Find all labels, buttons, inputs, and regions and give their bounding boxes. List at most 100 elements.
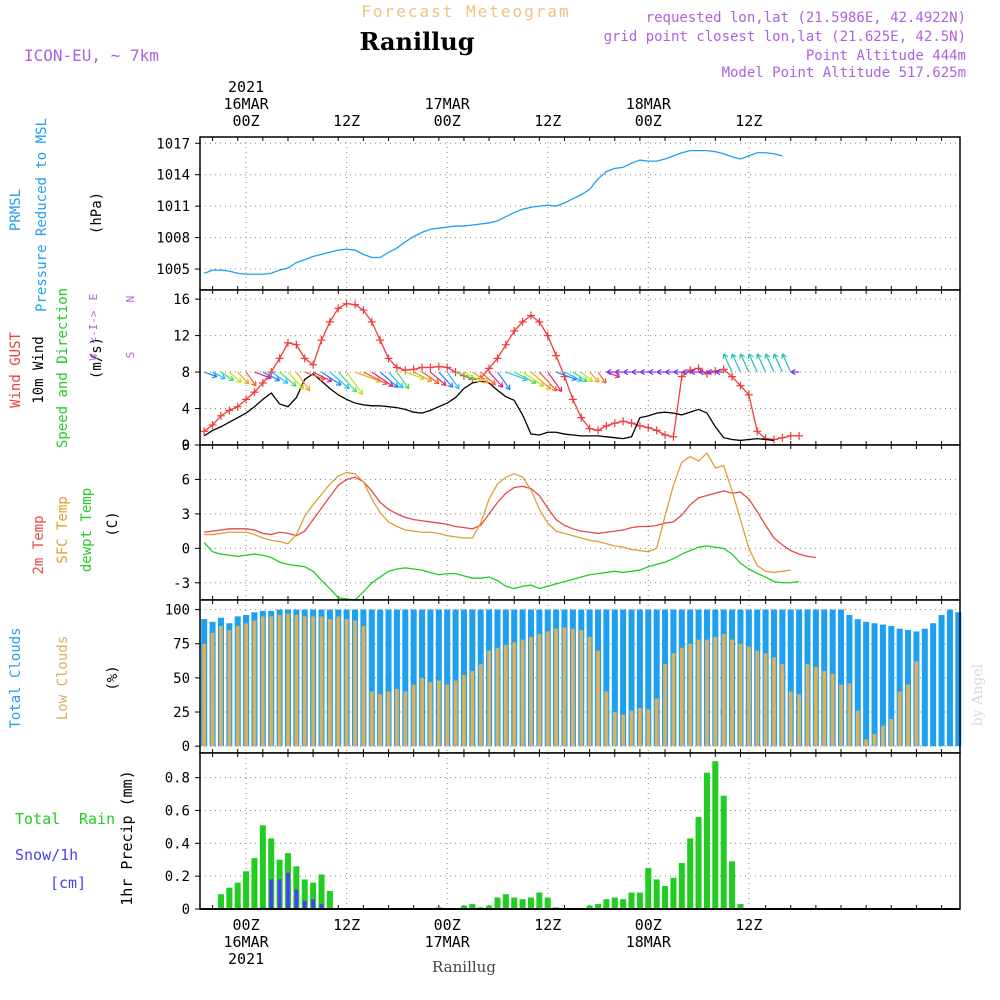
gust-marker [317,336,326,345]
wind-arrow-head [665,368,671,376]
bar-total-rain [720,795,727,909]
bar-total-rain [620,899,627,909]
info-line-3: Point Altitude 444m [806,48,966,64]
wind-arrow [455,371,475,380]
wind-arrow-head [357,389,364,395]
bar-total-clouds [368,609,375,747]
gust-marker [401,366,410,375]
wind-arrow-head [251,380,257,387]
bar-low-clouds [587,636,592,747]
wind-arrow-head [623,368,629,376]
bar-low-clouds [612,712,617,747]
bar-low-clouds [654,698,659,747]
wind-arrow-head [497,382,504,388]
bar-low-clouds [470,671,475,747]
gust-marker [543,331,552,340]
bar-total-clouds [888,625,895,747]
bar-low-clouds [503,645,508,747]
wind-arrow [480,371,496,386]
wind-arrow [446,371,460,390]
credit-label: by Angel [970,663,986,726]
gust-marker [510,327,519,336]
y-tick-label: 100 [165,603,190,619]
panel-clouds: 0 25 50 75 100 [165,599,962,755]
y-tick-label: 1017 [156,136,190,152]
panel-frame [199,752,961,910]
label-pressure-msl: Pressure Reduced to MSL [34,118,50,312]
wind-arrow-head [545,384,552,390]
bar-total-rain [628,892,635,909]
bar-total-clouds [435,609,442,747]
top-time-label: 00Z [635,112,662,130]
wind-arrow-head [236,377,242,383]
bar-total-clouds [653,609,660,747]
wind-arrow [522,371,545,387]
gust-marker [359,306,368,315]
wind-arrow-head [220,373,226,380]
wind-arrow-head [715,368,721,376]
wind-arrow-head [298,384,305,390]
series-line-dewpt-temp [203,542,800,601]
y-tick-label: 0.8 [165,771,190,787]
top-time-label: 12Z [735,112,762,130]
gust-marker [292,340,301,349]
bottom-time-label: 00Z [233,916,260,934]
wind-arrow [513,371,537,384]
title-forecast-meteogram: Forecast Meteogram [361,2,570,21]
bar-low-clouds [596,650,600,747]
wind-arrow [363,371,388,385]
bar-snow-1h [286,872,290,909]
bottom-time-label: 17MAR [425,933,471,951]
wind-arrow [321,371,342,386]
y-tick-label: 0 [182,541,190,557]
bar-total-clouds [955,612,962,747]
label-wind-unit: (m/s) [89,337,105,379]
label-dewpt-temp: dewpt Temp [79,488,95,572]
bar-total-clouds [946,609,953,747]
bar-low-clouds [721,634,726,747]
bar-total-rain [712,761,719,909]
bar-low-clouds [570,628,575,747]
wind-arrow [346,371,364,395]
gust-marker [242,395,251,404]
wind-arrow-head [505,384,511,391]
wind-arrow-head [336,380,342,386]
bar-total-clouds [393,609,400,747]
gust-marker [351,300,360,309]
wind-arrow [564,371,583,382]
wind-arrow-head [601,378,607,384]
wind-arrow [765,353,775,373]
gust-marker [694,364,703,373]
bar-total-clouds [452,609,459,747]
wind-arrow [379,371,399,388]
gust-marker [334,304,343,313]
wind-arrow-head [404,383,410,390]
bottom-time-label: 12Z [534,916,561,934]
bar-low-clouds [847,683,852,747]
bar-total-rain [326,890,333,909]
bar-low-clouds [813,666,818,747]
compass-letter: N [124,296,137,303]
wind-arrow-head [483,377,489,384]
bar-low-clouds [294,615,299,747]
gust-marker [778,433,787,442]
bar-low-clouds [688,643,693,747]
panel-background [200,753,960,909]
bar-total-clouds [879,624,886,747]
top-time-label: 16MAR [224,95,270,113]
bar-total-clouds [796,609,803,747]
bar-low-clouds [495,647,500,747]
gust-marker [250,388,259,397]
gust-marker [418,363,427,372]
gust-marker [518,317,527,326]
bar-low-clouds [336,616,341,747]
bar-low-clouds [487,650,491,747]
wind-arrow [354,371,381,383]
bar-low-clouds [621,714,626,747]
bottom-time-label: 00Z [434,916,461,934]
bar-low-clouds [755,650,760,747]
wind-arrow [270,371,289,384]
wind-arrow [739,353,750,373]
bottom-time-label: 18MAR [626,933,672,951]
gust-marker [384,354,393,363]
